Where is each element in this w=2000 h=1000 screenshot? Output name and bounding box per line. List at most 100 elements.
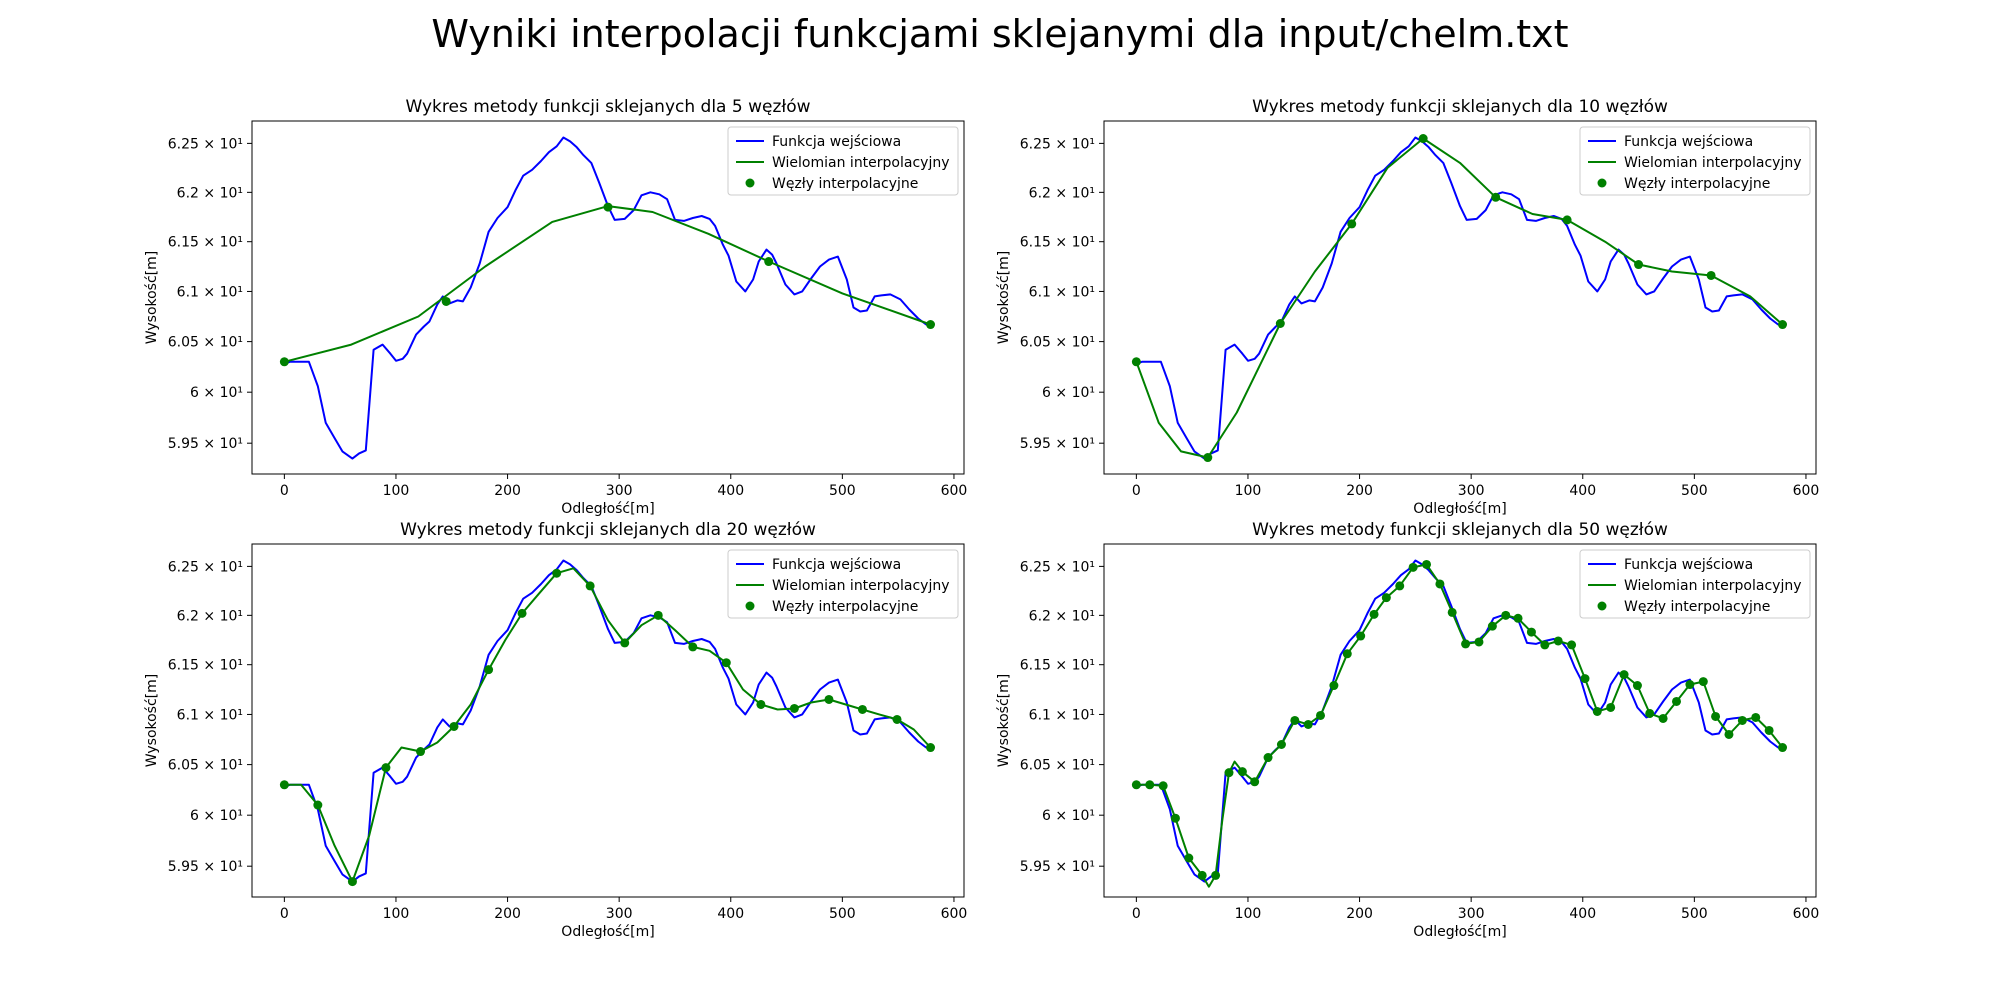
interpolation-node-point — [1303, 719, 1313, 729]
input-function-line — [1136, 559, 1783, 883]
interpolation-node-point — [1685, 680, 1695, 690]
interpolation-node-point — [1751, 712, 1761, 722]
subplot-3: 0 100 200 300 400 500 600 5.95 × 10¹ 6 × 10¹ 6.05… — [144, 520, 967, 940]
interpolation-node-point — [1145, 780, 1155, 790]
y-tick-label: 6.1 × 10¹ — [1029, 707, 1095, 723]
x-tick-label: 300 — [1458, 483, 1485, 499]
interpolation-node-point — [1369, 609, 1379, 619]
interpolation-node-point — [1487, 621, 1497, 631]
interpolation-node-point — [1474, 637, 1484, 647]
interpolation-node-point — [449, 721, 459, 731]
x-tick-label: 200 — [1346, 906, 1373, 922]
x-tick-label: 600 — [941, 483, 968, 499]
interpolation-node-point — [1170, 813, 1180, 823]
subplot-title: Wykres metody funkcji sklejanych dla 50 … — [1252, 520, 1668, 540]
interpolation-node-point — [1395, 581, 1405, 591]
x-tick-label: 0 — [1132, 483, 1141, 499]
legend-interpolation-label: Wielomian interpolacyjny — [772, 578, 950, 594]
interpolation-node-point — [1658, 713, 1668, 723]
interpolation-node-point — [1381, 593, 1391, 603]
interpolation-line — [284, 205, 931, 363]
interpolation-node-point — [347, 877, 357, 887]
interpolation-node-point — [603, 202, 613, 212]
y-tick-label: 6.05 × 10¹ — [1020, 335, 1095, 351]
legend-interpolation-label: Wielomian interpolacyjny — [1624, 578, 1802, 594]
legend-nodes-label: Węzły interpolacyjne — [772, 176, 918, 192]
interpolation-node-point — [1491, 192, 1501, 202]
y-tick-label: 6.15 × 10¹ — [168, 235, 243, 251]
x-axis-label: Odległość[m] — [561, 501, 654, 517]
interpolation-node-point — [552, 568, 562, 578]
interpolation-node-point — [1672, 696, 1682, 706]
interpolation-node-point — [1706, 270, 1716, 280]
y-tick-label: 6.15 × 10¹ — [1020, 658, 1095, 674]
input-function-line — [1136, 136, 1783, 460]
x-tick-label: 200 — [1346, 483, 1373, 499]
y-tick-label: 6.2 × 10¹ — [1029, 185, 1095, 201]
legend: Funkcja wejściowa Wielomian interpolacyjn… — [727, 549, 959, 619]
y-tick-label: 6.05 × 10¹ — [168, 758, 243, 774]
interpolation-node-point — [484, 665, 494, 675]
interpolation-node-point — [688, 642, 698, 652]
interpolation-node-point — [1778, 320, 1788, 330]
interpolation-node-point — [892, 714, 902, 724]
axes-frame — [251, 543, 965, 898]
legend-nodes-swatch — [745, 178, 755, 188]
x-tick-label: 200 — [494, 483, 521, 499]
x-tick-label: 600 — [1793, 483, 1820, 499]
interpolation-node-point — [1580, 674, 1590, 684]
x-tick-label: 400 — [1569, 483, 1596, 499]
y-tick-label: 6.15 × 10¹ — [1020, 235, 1095, 251]
interpolation-node-point — [721, 658, 731, 668]
interpolation-node-point — [764, 257, 774, 267]
legend-nodes-swatch — [1597, 601, 1607, 611]
interpolation-node-point — [1645, 708, 1655, 718]
interpolation-node-point — [1329, 681, 1339, 691]
x-tick-label: 500 — [829, 483, 856, 499]
interpolation-node-point — [1632, 681, 1642, 691]
subplot-title: Wykres metody funkcji sklejanych dla 20 … — [400, 520, 816, 540]
x-tick-label: 0 — [280, 483, 289, 499]
y-axis-label: Wysokość[m] — [144, 674, 160, 767]
interpolation-node-point — [1276, 739, 1286, 749]
subplot-1: 0 100 200 300 400 500 600 5.95 × 10¹ 6 × 10¹ 6.05… — [144, 97, 967, 517]
y-tick-label: 5.95 × 10¹ — [1020, 436, 1095, 452]
y-axis-label: Wysokość[m] — [996, 251, 1012, 344]
interpolation-node-point — [1540, 640, 1550, 650]
interpolation-line — [284, 567, 932, 883]
interpolation-node-point — [1737, 715, 1747, 725]
interpolation-node-point — [1275, 319, 1285, 329]
legend-nodes-label: Węzły interpolacyjne — [1624, 599, 1770, 615]
axes-frame — [1103, 120, 1817, 475]
y-axis-label: Wysokość[m] — [996, 674, 1012, 767]
interpolation-node-point — [279, 357, 289, 367]
interpolation-node-point — [1562, 215, 1572, 225]
x-axis-label: Odległość[m] — [1413, 924, 1506, 940]
x-tick-label: 500 — [1681, 906, 1708, 922]
y-tick-label: 6.05 × 10¹ — [168, 335, 243, 351]
y-axis-label: Wysokość[m] — [144, 251, 160, 344]
interpolation-node-point — [517, 608, 527, 618]
interpolation-node-point — [1619, 670, 1629, 680]
interpolation-node-point — [313, 800, 323, 810]
interpolation-node-point — [1316, 710, 1326, 720]
x-tick-label: 100 — [383, 906, 410, 922]
interpolation-node-point — [1778, 743, 1788, 753]
interpolation-node-point — [1592, 706, 1602, 716]
x-tick-label: 100 — [1235, 483, 1262, 499]
x-axis-label: Odległość[m] — [1413, 501, 1506, 517]
y-tick-label: 6 × 10¹ — [1042, 808, 1095, 824]
interpolation-node-point — [1131, 780, 1141, 790]
interpolation-node-point — [857, 704, 867, 714]
x-tick-label: 0 — [1132, 906, 1141, 922]
interpolation-node-point — [441, 296, 451, 306]
y-tick-label: 5.95 × 10¹ — [168, 436, 243, 452]
x-tick-label: 400 — [1569, 906, 1596, 922]
subplot-title: Wykres metody funkcji sklejanych dla 10 … — [1252, 97, 1668, 117]
legend-input-function-label: Funkcja wejściowa — [772, 134, 901, 150]
interpolation-node-point — [1435, 579, 1445, 589]
interpolation-node-point — [1422, 559, 1432, 569]
x-tick-label: 600 — [941, 906, 968, 922]
y-tick-label: 6.1 × 10¹ — [177, 284, 243, 300]
interpolation-node-point — [1447, 607, 1457, 617]
